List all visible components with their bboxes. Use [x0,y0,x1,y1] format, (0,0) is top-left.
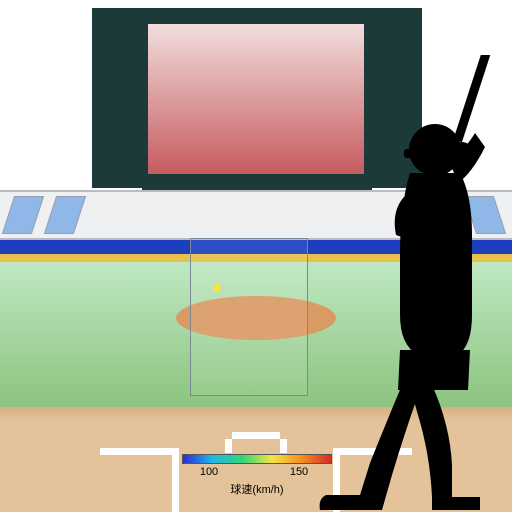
plate-line [280,439,287,453]
legend-tick: 100 [200,466,218,478]
plate-line [172,448,179,512]
plate-line [232,432,280,439]
plate-line [100,448,172,455]
pitch-marker [213,284,221,292]
strike-zone [190,238,308,396]
batter-silhouette [300,55,510,510]
plate-line [225,439,232,453]
